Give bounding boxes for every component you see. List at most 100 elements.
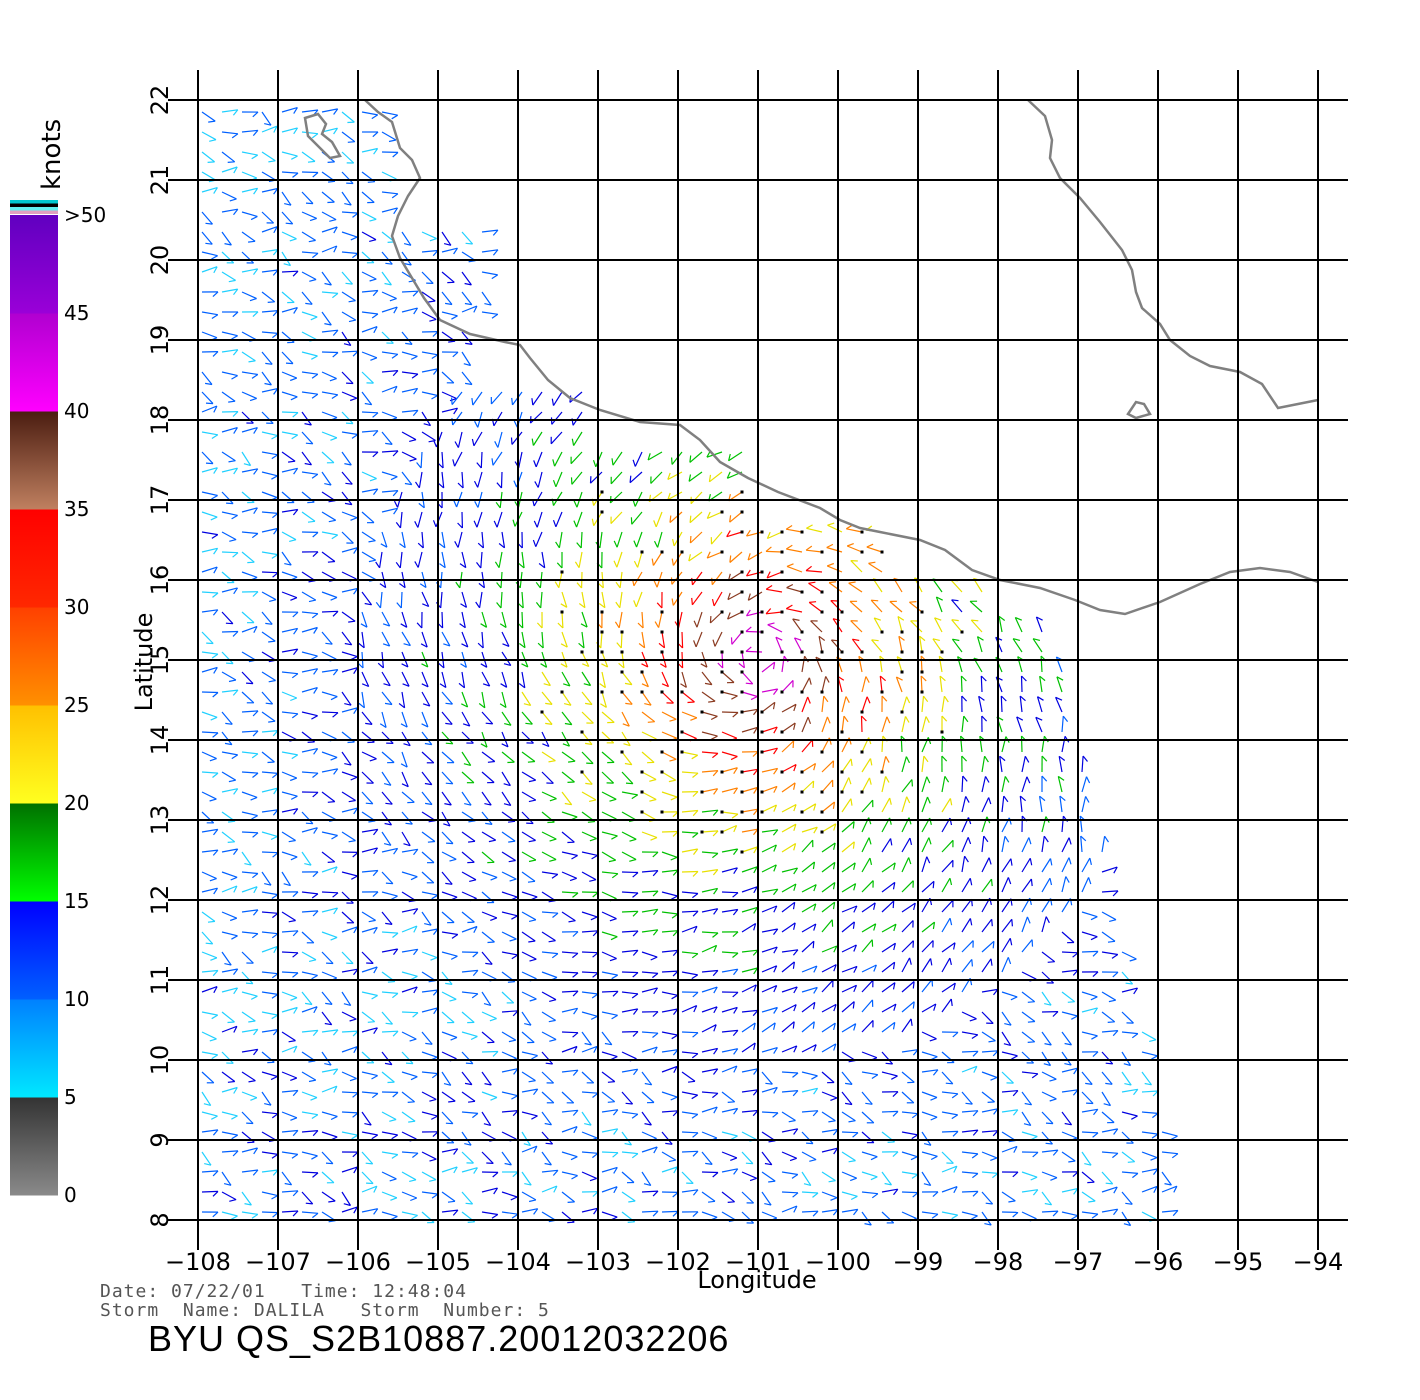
rain-flag xyxy=(800,590,804,594)
wind-vector xyxy=(321,571,337,581)
wind-vector xyxy=(793,637,803,653)
wind-vector xyxy=(441,1051,457,1060)
wind-barb xyxy=(227,161,235,163)
wind-barb xyxy=(445,702,453,705)
wind-barb xyxy=(324,1063,332,1066)
wind-barb xyxy=(633,1008,639,1015)
wind-vector xyxy=(441,1031,458,1039)
wind-barb xyxy=(504,723,512,726)
wind-vector xyxy=(552,491,563,506)
wind-vector xyxy=(341,691,352,706)
wind-barb xyxy=(403,843,411,847)
wind-barb xyxy=(480,623,487,628)
wind-barb xyxy=(981,715,988,722)
wind-vector xyxy=(481,831,497,841)
wind-vector xyxy=(621,791,638,796)
wind-vector xyxy=(301,411,312,426)
wind-barb xyxy=(670,856,678,861)
wind-barb xyxy=(712,1092,719,1099)
wind-vector xyxy=(281,171,299,174)
wind-vector xyxy=(381,731,394,744)
wind-barb xyxy=(473,926,478,933)
wind-vector xyxy=(641,711,656,723)
wind-barb xyxy=(251,753,259,759)
wind-barb xyxy=(528,1080,536,1083)
wind-barb xyxy=(422,603,429,608)
wind-vector xyxy=(261,351,273,365)
wind-vector xyxy=(741,922,756,933)
wind-vector xyxy=(381,1011,393,1025)
wind-vector xyxy=(221,1111,238,1117)
wind-barb xyxy=(549,1038,557,1042)
wind-vector xyxy=(261,111,272,126)
wind-barb xyxy=(833,964,837,972)
wind-vector xyxy=(861,979,874,993)
rain-flag xyxy=(720,830,724,834)
wind-vector xyxy=(951,599,963,613)
wind-vector xyxy=(701,731,718,737)
wind-barb xyxy=(233,587,239,595)
wind-barb xyxy=(312,1172,319,1178)
wind-barb xyxy=(923,695,929,703)
wind-barb xyxy=(848,1120,856,1123)
wind-barb xyxy=(793,722,796,730)
wind-vector xyxy=(601,931,618,938)
wind-vector xyxy=(641,1046,658,1053)
wind-vector xyxy=(281,991,298,999)
wind-vector xyxy=(701,1006,718,1013)
rain-flag xyxy=(660,630,664,634)
wind-barb xyxy=(573,1007,579,1015)
wind-barb xyxy=(773,864,777,872)
wind-vector xyxy=(681,1071,696,1082)
wind-barb xyxy=(410,1197,418,1202)
wind-vector xyxy=(441,731,454,745)
wind-vector xyxy=(1101,951,1118,956)
wind-barb xyxy=(1073,1067,1079,1075)
wind-barb xyxy=(931,1213,939,1219)
wind-barb xyxy=(651,558,654,566)
wind-barb xyxy=(507,981,515,983)
wind-vector xyxy=(961,775,964,793)
wind-barb xyxy=(869,857,873,866)
wind-vector xyxy=(767,531,783,540)
wind-vector xyxy=(581,930,599,933)
wind-barb xyxy=(892,1022,896,1030)
wind-vector xyxy=(941,1211,958,1216)
wind-barb xyxy=(205,942,213,945)
wind-vector xyxy=(561,791,573,806)
wind-vector xyxy=(1061,991,1076,1003)
wind-vector xyxy=(701,1068,718,1073)
wind-barb xyxy=(653,540,659,548)
wind-vector xyxy=(401,1031,417,1040)
wind-barb xyxy=(251,815,258,820)
wind-barb xyxy=(1026,916,1031,924)
wind-vector xyxy=(541,1011,556,1021)
wind-vector xyxy=(761,785,778,793)
wind-vector xyxy=(301,851,312,866)
wind-barb xyxy=(284,1182,292,1186)
wind-vector xyxy=(301,971,318,976)
wind-barb xyxy=(967,837,972,845)
wind-vector xyxy=(661,1065,678,1073)
wind-barb xyxy=(713,945,718,953)
wind-barb xyxy=(890,838,893,846)
wind-vector xyxy=(401,811,413,825)
wind-barb xyxy=(949,918,953,926)
wind-vector xyxy=(221,751,238,756)
wind-barb xyxy=(765,546,772,552)
wind-vector xyxy=(361,289,378,293)
wind-barb xyxy=(399,543,406,549)
wind-vector xyxy=(901,1049,918,1053)
wind-vector xyxy=(461,969,478,973)
wind-vector xyxy=(761,1006,778,1013)
wind-vector xyxy=(841,905,858,913)
wind-barb xyxy=(846,543,854,547)
wind-vector xyxy=(601,990,619,993)
wind-vector xyxy=(801,803,817,813)
wind-barb xyxy=(689,515,692,523)
wind-vector xyxy=(1121,971,1134,985)
wind-vector xyxy=(881,735,884,753)
wind-barb xyxy=(253,427,258,434)
wind-barb xyxy=(764,1203,772,1206)
wind-vector xyxy=(281,1129,298,1133)
